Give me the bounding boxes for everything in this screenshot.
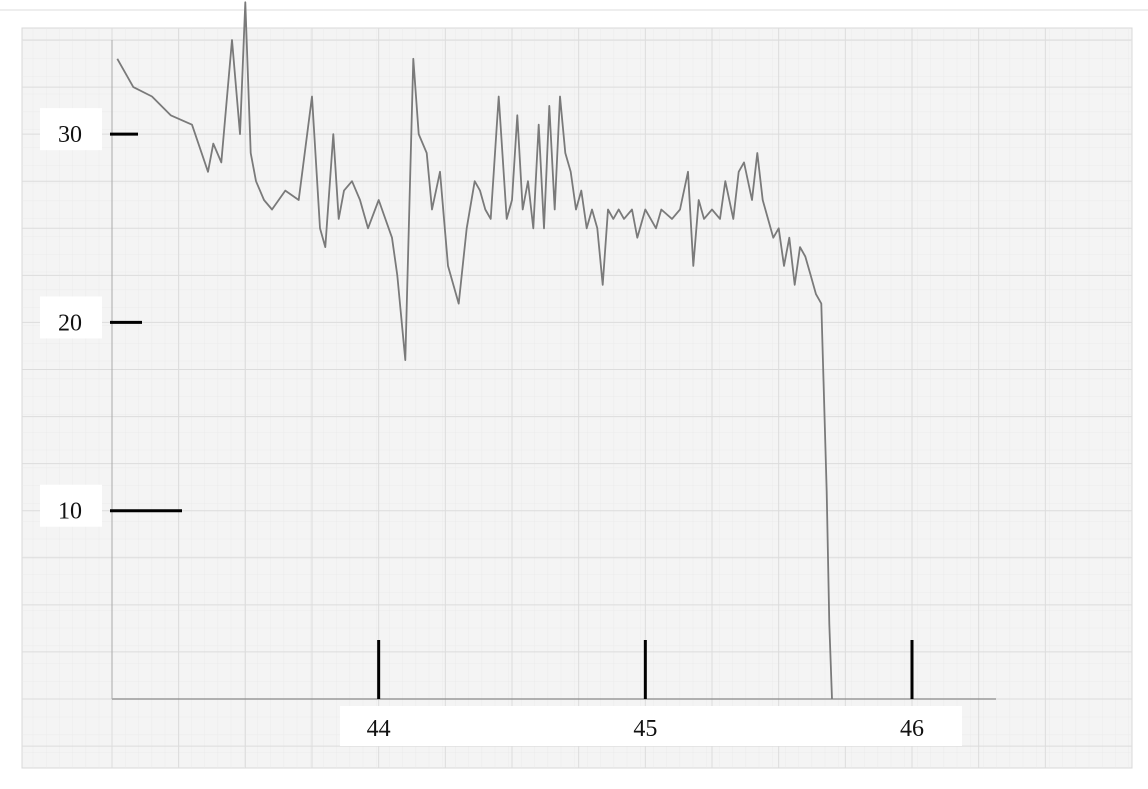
- y-tick-label-bg: [40, 484, 102, 527]
- x-tick-label-band: [340, 706, 962, 746]
- x-tick-label: 46: [900, 716, 924, 742]
- x-tick-label: 45: [633, 716, 657, 742]
- x-tick-label: 44: [367, 716, 391, 742]
- y-ticks: 10 20 30: [40, 108, 182, 527]
- x-ticks: 44 45 46: [340, 640, 962, 746]
- minor-grid: [22, 28, 1132, 768]
- y-tick-label: 10: [58, 499, 82, 525]
- y-tick-label-bg: [40, 108, 102, 151]
- y-tick-label-bg: [40, 296, 102, 339]
- y-tick-label: 20: [58, 310, 82, 336]
- series-line: [116, 1, 833, 700]
- y-tick-label: 30: [58, 122, 82, 148]
